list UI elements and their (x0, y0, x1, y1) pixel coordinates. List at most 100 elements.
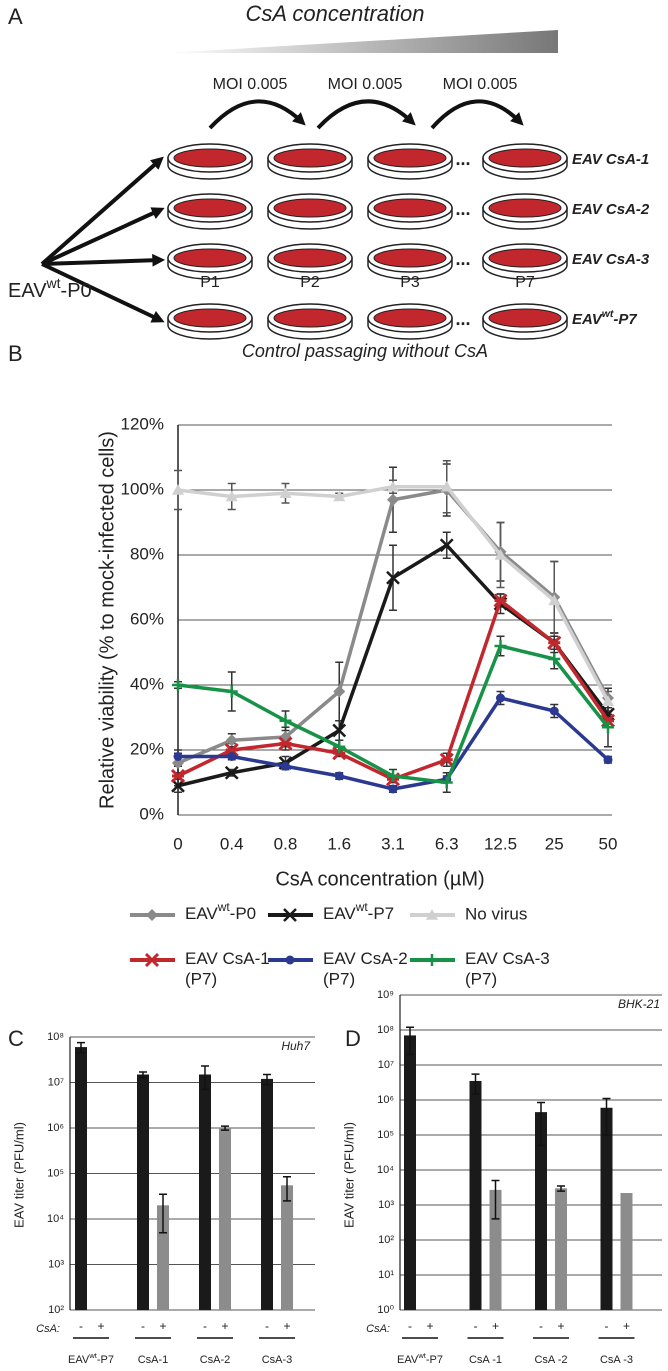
treatment-sign: + (623, 1319, 630, 1333)
infection-arrow (40, 156, 164, 266)
error-bar (491, 1179, 500, 1220)
lineage-label-part: wt (602, 308, 614, 320)
marker (493, 593, 508, 608)
x-tick-label: CsA-3 (262, 1354, 293, 1366)
dish-medium (273, 248, 347, 268)
lineage-label: EAV CsA-1 (572, 151, 649, 168)
marker (170, 768, 186, 784)
ellipsis: ... (455, 199, 470, 219)
marker (439, 538, 454, 553)
legend-label: No virus (465, 904, 527, 923)
x-axis-title: CsA concentration (µM) (275, 868, 484, 890)
series-line (177, 598, 610, 781)
error-bar (201, 1065, 209, 1091)
treatment-sign: + (97, 1319, 104, 1333)
legend-marker (426, 909, 438, 920)
legend-label-part: (P7) (185, 970, 217, 989)
treatment-sign: - (203, 1319, 207, 1333)
source-label: EAVwt-P0 (8, 275, 92, 303)
panel-label: D (345, 1026, 361, 1051)
treatment-sign: - (265, 1319, 269, 1333)
treatment-sign: + (159, 1319, 166, 1333)
legend-label: EAV CsA-1 (P7) (185, 949, 270, 988)
marker (224, 765, 239, 780)
footer-label: Control passaging without CsA (242, 341, 488, 361)
lineage-label-part: -P7 (613, 311, 637, 328)
panel-label: C (8, 1026, 24, 1051)
error-bar (263, 1073, 271, 1086)
x-tick-label: CsA-2 (200, 1354, 231, 1366)
x-tick-label-part: wt (88, 1351, 98, 1360)
legend-label-part: wt (217, 900, 231, 914)
marker (602, 695, 614, 707)
marker (496, 693, 505, 703)
marker (227, 752, 237, 761)
error-bar (77, 1041, 85, 1054)
marker (494, 549, 507, 560)
treatment-sign: - (141, 1319, 145, 1333)
legend-label-part: EAV CsA-1 (185, 949, 270, 968)
moi-label: MOI 0.005 (443, 76, 518, 93)
y-tick-label: 10⁷ (48, 1076, 64, 1088)
legend-label: EAV CsA-2 (P7) (323, 949, 408, 988)
dish-medium (273, 148, 347, 168)
bar (535, 1112, 547, 1310)
y-tick-label: 40% (130, 674, 164, 693)
marker (172, 679, 184, 691)
error-bar (406, 1026, 414, 1056)
marker (225, 685, 238, 698)
error-bar (537, 1101, 545, 1147)
marker (388, 784, 398, 794)
x-tick-label: 0 (173, 834, 182, 853)
gradient-wedge (165, 30, 558, 53)
legend-label-part: EAV CsA-2 (323, 949, 408, 968)
ellipsis: ... (455, 309, 470, 329)
error-bar (557, 1185, 565, 1192)
y-tick-label: 10³ (48, 1258, 64, 1270)
treatment-sign: + (283, 1319, 290, 1333)
treatment-sign: + (221, 1319, 228, 1333)
y-tick-label: 60% (130, 609, 164, 628)
y-tick-label: 10⁷ (378, 1059, 394, 1071)
legend-label-part: (P7) (323, 970, 355, 989)
marker (440, 480, 453, 492)
x-tick-label: CsA -2 (534, 1354, 567, 1366)
passage-label: P1 (200, 274, 220, 291)
marker (224, 742, 239, 758)
x-tick-label: CsA -3 (600, 1354, 633, 1366)
marker (439, 752, 454, 767)
ellipsis: ... (455, 149, 470, 169)
error-bar (283, 1175, 291, 1202)
bar (157, 1205, 169, 1310)
dish-medium (173, 308, 247, 328)
infection-arrow (41, 207, 165, 266)
dish-medium (273, 198, 347, 218)
infection-arrow (41, 253, 166, 267)
y-tick-label: 10² (48, 1304, 64, 1316)
treatment-sign: - (79, 1319, 83, 1333)
bar (281, 1185, 293, 1310)
moi-label: MOI 0.005 (213, 76, 288, 93)
marker (332, 723, 347, 738)
x-tick-label: EAVwt-P7 (397, 1351, 443, 1366)
y-axis-title: Relative viability (% to mock-infected c… (96, 431, 118, 809)
marker (602, 721, 614, 734)
y-tick-label: 20% (130, 739, 164, 758)
y-tick-label: 10⁰ (377, 1304, 394, 1316)
marker (279, 714, 292, 727)
treatment-label: CsA: (366, 1323, 390, 1335)
dish-medium (488, 198, 562, 218)
legend-marker (426, 954, 438, 966)
x-tick-label: 0.8 (274, 834, 298, 853)
lineage-label-part: EAV (572, 311, 604, 328)
y-tick-label: 10⁶ (377, 1094, 394, 1106)
passage-arrow (430, 99, 524, 130)
dish-medium (488, 248, 562, 268)
legend-label: EAVwt-P7 (323, 900, 394, 923)
passage-label: P3 (400, 274, 420, 291)
y-tick-label: 10⁹ (377, 989, 394, 1001)
source-label-part: -P0 (61, 280, 92, 302)
y-tick-label: 10² (378, 1234, 394, 1246)
error-bar (471, 1073, 480, 1095)
